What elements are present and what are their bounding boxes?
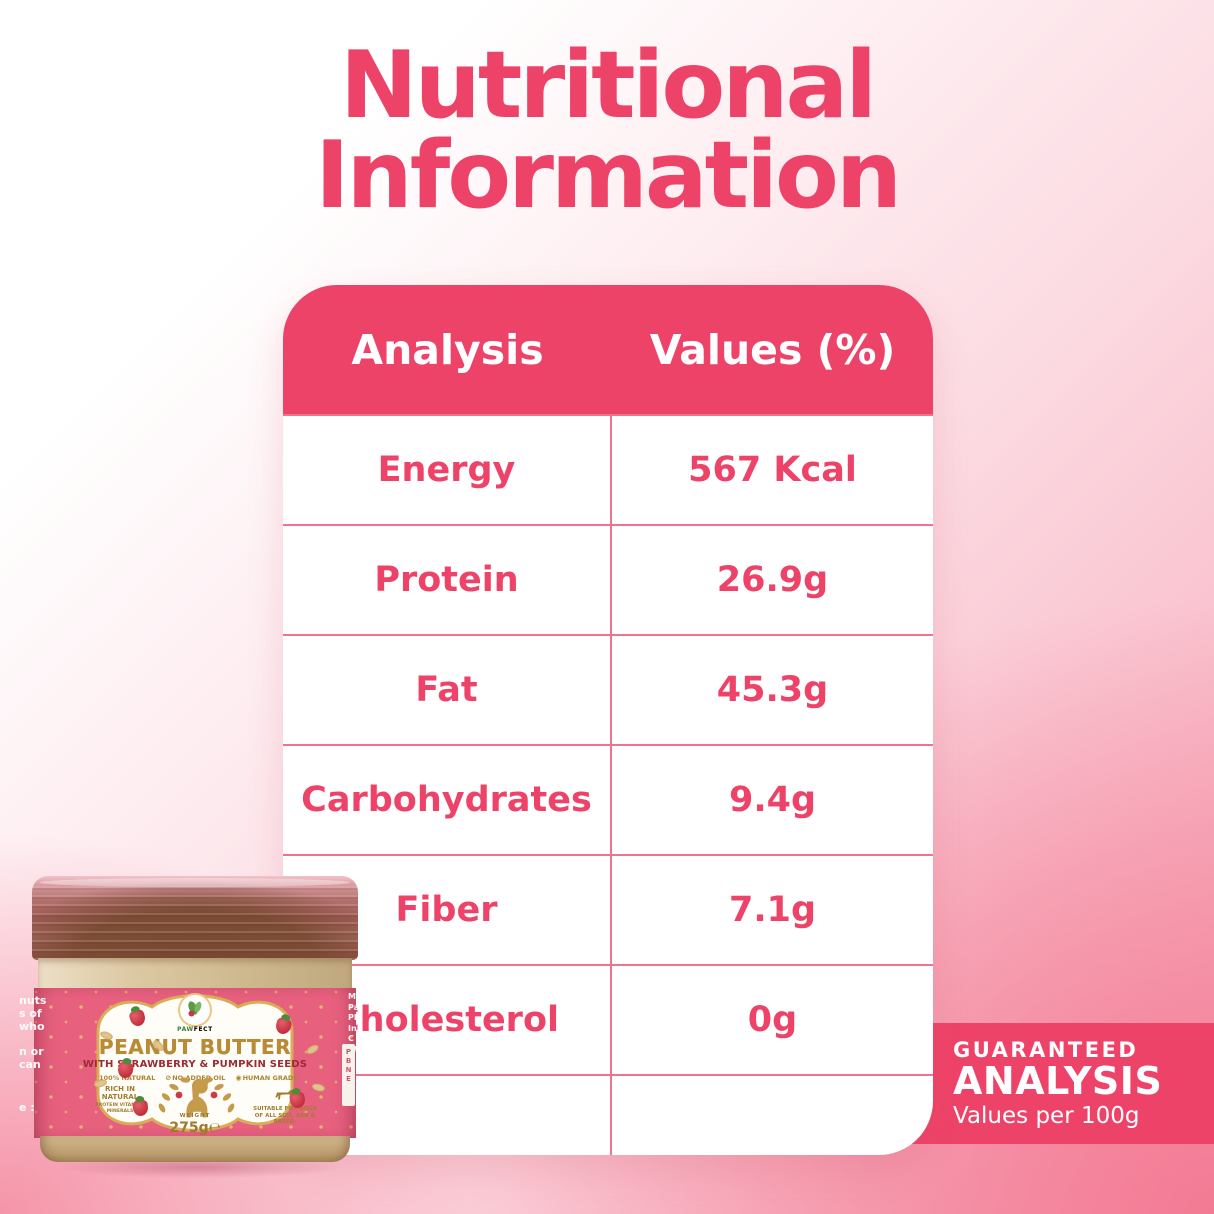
table-row: Carbohydrates 9.4g bbox=[283, 744, 933, 854]
col-header-analysis: Analysis bbox=[351, 325, 544, 374]
brand-fect: FECT bbox=[193, 1026, 213, 1033]
product-subtitle: WITH STRAWBERRY & PUMPKIN SEEDS bbox=[82, 1059, 308, 1070]
human-grade-icon: ◉ bbox=[235, 1074, 242, 1082]
analysis-label: ANALYSIS bbox=[953, 1059, 1163, 1104]
jar-side-text-left: nuts s of who n or can e : bbox=[19, 994, 46, 1114]
table-row-empty bbox=[283, 1074, 933, 1155]
side-text-fragment: nuts bbox=[19, 994, 47, 1007]
pawfect-logo-icon bbox=[180, 995, 210, 1025]
table-row: Cholesterol 0g bbox=[283, 964, 933, 1074]
guaranteed-label: GUARANTEED bbox=[953, 1038, 1139, 1063]
value-cell: 45.3g bbox=[716, 670, 829, 710]
left-claim: RICH IN NATURAL PROTEIN VITAMINS MINERAL… bbox=[90, 1085, 150, 1114]
value-cell: 567 Kcal bbox=[688, 450, 857, 490]
side-text-fragment: s of bbox=[19, 1007, 42, 1020]
analysis-cell: Protein bbox=[283, 526, 612, 634]
weight-label: WEIGHT bbox=[179, 1113, 211, 1119]
col-header-values: Values (%) bbox=[649, 325, 896, 374]
value-cell: 0g bbox=[747, 1000, 798, 1040]
value-cell-empty bbox=[612, 1076, 933, 1155]
nutrition-table: Analysis Values (%) Energy 567 Kcal Prot… bbox=[283, 285, 933, 1155]
analysis-cell: Energy bbox=[283, 416, 612, 524]
left-claim-title: RICH IN NATURAL bbox=[101, 1085, 139, 1101]
standing-dog-icon bbox=[275, 1089, 294, 1100]
analysis-cell: Cholesterol bbox=[283, 966, 612, 1074]
side-text-fragment: N bbox=[345, 1066, 352, 1074]
table-row: Fat 45.3g bbox=[283, 634, 933, 744]
side-text-fragment: C bbox=[348, 1034, 354, 1043]
no-added-oil-icon: ⊘ bbox=[165, 1074, 172, 1082]
side-text-fragment: P bbox=[345, 1048, 352, 1056]
table-header: Analysis Values (%) bbox=[283, 285, 933, 414]
table-row: Energy 567 Kcal bbox=[283, 414, 933, 524]
brand-name: PAWFECT bbox=[34, 1026, 356, 1033]
side-text-fragment: In bbox=[348, 1023, 357, 1033]
badge-human-grade-label: HUMAN GRADE bbox=[242, 1074, 298, 1082]
sitting-dog-icon bbox=[158, 1077, 235, 1118]
page-title: Nutritional Information bbox=[0, 31, 1214, 230]
brand-paw: PAW bbox=[177, 1026, 194, 1033]
natural-icon: ✓ bbox=[92, 1074, 99, 1082]
side-text-fragment: Pa bbox=[348, 1002, 360, 1012]
badge-human-grade: ◉HUMAN GRADE bbox=[235, 1074, 297, 1082]
side-text-fragment: E bbox=[346, 1075, 351, 1083]
weight-value: 275g℮ bbox=[169, 1119, 221, 1136]
guaranteed-analysis-badge: GUARANTEED ANALYSIS Values per 100g bbox=[905, 1023, 1214, 1144]
badge-row: ✓100% NATURAL ⊘NO ADDED OIL ◉HUMAN GRADE bbox=[34, 1074, 356, 1082]
title-line-1: Nutritional bbox=[339, 31, 877, 139]
right-claim-text: SUITABLE FOR DOGS OF ALL SIZE, AGE & BRE… bbox=[253, 1106, 317, 1125]
table-row: Fiber 7.1g bbox=[283, 854, 933, 964]
side-text-fragment: e : bbox=[19, 1101, 35, 1114]
analysis-cell: Fat bbox=[283, 636, 612, 744]
title-line-2: Information bbox=[314, 121, 902, 230]
side-text-fragment: M bbox=[348, 992, 356, 1001]
value-cell: 9.4g bbox=[728, 780, 817, 820]
badge-natural-label: 100% NATURAL bbox=[99, 1074, 156, 1082]
analysis-cell-empty bbox=[283, 1076, 612, 1155]
product-jar-image: PAWFECT PEANUT BUTTER WITH STRAWBERRY & … bbox=[6, 876, 392, 1182]
table-row: Protein 26.9g bbox=[283, 524, 933, 634]
jar-glass-neck bbox=[38, 958, 352, 990]
left-claim-sub: PROTEIN VITAMINS MINERALS bbox=[95, 1103, 145, 1114]
values-per-100g-label: Values per 100g bbox=[953, 1102, 1140, 1129]
ingredients-panel-edge: P B N E bbox=[342, 1044, 355, 1106]
side-text-fragment: Pl bbox=[348, 1013, 357, 1022]
side-text-fragment: can bbox=[19, 1058, 41, 1071]
jar-lid bbox=[32, 876, 358, 960]
badge-no-oil-label: NO ADDED OIL bbox=[172, 1074, 226, 1082]
right-claim: SUITABLE FOR DOGS OF ALL SIZE, AGE & BRE… bbox=[250, 1086, 320, 1126]
product-name: PEANUT BUTTER bbox=[98, 1035, 292, 1059]
value-cell: 26.9g bbox=[716, 560, 829, 600]
jar-label: PAWFECT PEANUT BUTTER WITH STRAWBERRY & … bbox=[34, 988, 356, 1142]
side-text-fragment: B bbox=[345, 1057, 352, 1065]
analysis-cell: Carbohydrates bbox=[283, 746, 612, 854]
value-cell: 7.1g bbox=[728, 890, 817, 930]
analysis-cell: Fiber bbox=[283, 856, 612, 964]
badge-no-oil: ⊘NO ADDED OIL bbox=[165, 1074, 225, 1082]
badge-natural: ✓100% NATURAL bbox=[92, 1074, 155, 1082]
side-text-fragment: n or bbox=[19, 1045, 44, 1058]
side-text-fragment: who bbox=[19, 1020, 45, 1033]
jar-glass-bottom bbox=[40, 1136, 350, 1162]
leaf-icon bbox=[188, 1001, 202, 1017]
